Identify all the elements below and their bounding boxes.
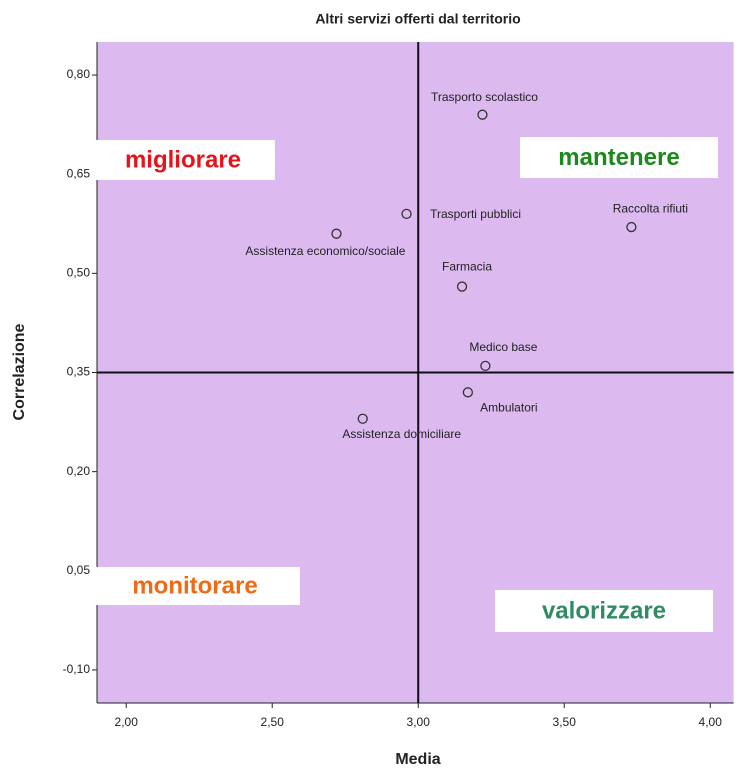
point [357, 413, 368, 424]
x-tick-label: 3,00 [407, 715, 431, 729]
y-tick-label: -0,10 [63, 662, 91, 676]
point [477, 109, 488, 120]
annotation-box [90, 140, 275, 180]
x-tick-label: 2,50 [261, 715, 285, 729]
point-label: Assistenza economico/sociale [245, 244, 405, 258]
x-tick-label: 4,00 [699, 715, 723, 729]
point-label: Trasporto scolastico [431, 90, 538, 104]
x-axis-label: Media [395, 751, 440, 768]
point-label: Ambulatori [480, 401, 537, 415]
point-label: Medico base [469, 340, 537, 354]
annotation: valorizzare [542, 597, 666, 624]
point-label: Assistenza domiciliare [342, 427, 461, 441]
y-tick-label: 0,65 [67, 166, 91, 180]
point [462, 387, 474, 398]
annotation-box [90, 567, 300, 605]
x-tick-label: 3,50 [553, 715, 577, 729]
annotation: mantenere [558, 144, 679, 171]
point [331, 228, 342, 239]
point [401, 208, 412, 220]
y-tick-label: 0,80 [67, 67, 91, 81]
point [626, 221, 637, 233]
y-tick-label: 0,05 [67, 563, 91, 577]
point-label: Raccolta rifiuti [613, 201, 688, 215]
chart-title: Altri servizi offerti dal territorio [315, 11, 520, 27]
annotation-box [495, 590, 713, 632]
x-tick-label: 2,00 [115, 715, 139, 729]
point [456, 281, 468, 292]
y-tick-label: 0,35 [67, 365, 91, 379]
annotation-box [520, 137, 718, 178]
point-label: Farmacia [442, 260, 492, 274]
point [480, 360, 491, 372]
y-tick-label: 0,50 [67, 266, 91, 280]
point-label: Trasporti pubblici [430, 207, 521, 221]
y-tick-label: 0,20 [67, 464, 91, 478]
annotation: migliorare [125, 146, 241, 173]
annotation: monitorare [132, 572, 257, 599]
y-axis-label: Correlazione [11, 323, 28, 420]
